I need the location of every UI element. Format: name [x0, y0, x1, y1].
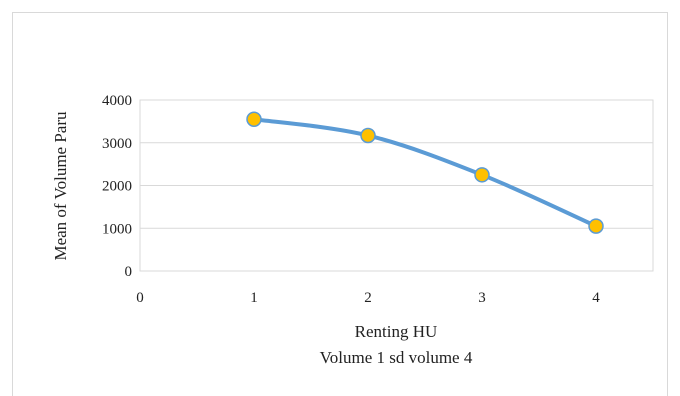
y-tick-label: 4000 — [102, 93, 132, 109]
data-point — [360, 127, 376, 144]
x-tick-label: 2 — [364, 290, 372, 306]
x-axis-subtitle: Volume 1 sd volume 4 — [320, 348, 473, 367]
x-tick-label: 4 — [592, 290, 600, 306]
data-point — [588, 218, 604, 234]
y-tick-labels: 0 1000 2000 3000 4000 — [102, 93, 132, 280]
chart-frame — [12, 12, 668, 396]
data-points — [246, 111, 604, 234]
plot-area — [139, 99, 654, 272]
y-tick-label: 3000 — [102, 136, 132, 152]
x-tick-labels: 0 1 2 3 4 — [136, 290, 600, 306]
y-tick-label: 0 — [125, 264, 133, 280]
x-tick-label: 1 — [250, 290, 258, 306]
x-tick-label: 0 — [136, 290, 144, 306]
data-point — [474, 167, 490, 183]
y-axis-title: Mean of Volume Paru — [51, 111, 70, 261]
y-tick-label: 1000 — [102, 221, 132, 237]
x-axis-title: Renting HU — [355, 322, 438, 341]
x-tick-label: 3 — [478, 290, 486, 306]
data-point — [246, 111, 262, 127]
y-tick-label: 2000 — [102, 179, 132, 195]
series-line — [252, 117, 598, 229]
